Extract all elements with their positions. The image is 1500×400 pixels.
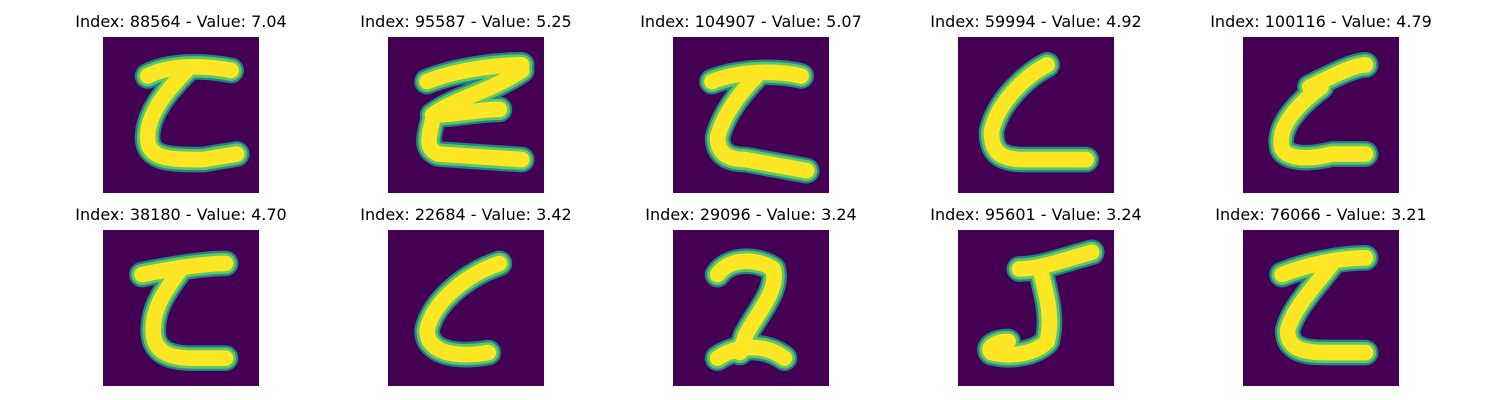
stroke-layer — [419, 57, 530, 168]
digit-2-image — [673, 230, 829, 386]
panel-title: Index: 104907 - Value: 5.07 — [640, 12, 862, 31]
image-panel: Index: 59994 - Value: 4.92 — [886, 0, 1186, 200]
digit-stroke — [1269, 245, 1379, 366]
panel-title: Index: 76066 - Value: 3.21 — [1215, 205, 1427, 224]
stroke-layer — [1274, 250, 1374, 361]
panel-title: Index: 22684 - Value: 3.42 — [360, 205, 572, 224]
image-panel: Index: 104907 - Value: 5.07 — [601, 0, 901, 200]
digit-stroke — [704, 248, 798, 371]
digit-stroke — [978, 52, 1099, 173]
image-panel: Index: 95587 - Value: 5.25 — [316, 0, 616, 200]
digit-j-image — [958, 230, 1114, 386]
image-panel: Index: 22684 - Value: 3.42 — [316, 193, 616, 393]
image-panel: Index: 88564 - Value: 7.04 — [31, 0, 331, 200]
stroke-layer — [139, 58, 245, 168]
stroke-layer — [983, 57, 1094, 168]
panel-title: Index: 29096 - Value: 3.24 — [645, 205, 857, 224]
panel-title: Index: 100116 - Value: 4.79 — [1210, 12, 1432, 31]
image-panel: Index: 29096 - Value: 3.24 — [601, 193, 901, 393]
stroke-layer — [982, 244, 1100, 363]
digit-z-image — [1243, 230, 1399, 386]
digit-z-image — [673, 37, 829, 193]
panel-title: Index: 88564 - Value: 7.04 — [75, 12, 287, 31]
digit-stroke — [699, 59, 820, 184]
image-panel: Index: 76066 - Value: 3.21 — [1171, 193, 1471, 393]
digit-stroke — [134, 53, 250, 173]
digit-stroke — [977, 239, 1105, 368]
stroke-layer — [704, 64, 815, 179]
panel-title: Index: 95587 - Value: 5.25 — [360, 12, 572, 31]
stroke-layer — [709, 253, 793, 366]
digit-z-image — [1243, 37, 1399, 193]
stroke-layer — [134, 255, 234, 366]
digit-l-image — [958, 37, 1114, 193]
image-panel: Index: 95601 - Value: 3.24 — [886, 193, 1186, 393]
panel-title: Index: 59994 - Value: 4.92 — [930, 12, 1142, 31]
digit-stroke — [414, 52, 535, 173]
panel-title: Index: 38180 - Value: 4.70 — [75, 205, 287, 224]
digit-z-image — [103, 37, 259, 193]
digit-stroke — [129, 250, 239, 371]
digit-z-image — [103, 230, 259, 386]
panel-title: Index: 95601 - Value: 3.24 — [930, 205, 1142, 224]
digit-c-image — [388, 230, 544, 386]
image-panel: Index: 100116 - Value: 4.79 — [1171, 0, 1471, 200]
stroke-layer — [1273, 57, 1374, 166]
digit-z-image — [388, 37, 544, 193]
stroke-layer — [419, 255, 508, 363]
digit-stroke — [1268, 52, 1379, 171]
digit-stroke — [414, 250, 513, 368]
image-panel: Index: 38180 - Value: 4.70 — [31, 193, 331, 393]
